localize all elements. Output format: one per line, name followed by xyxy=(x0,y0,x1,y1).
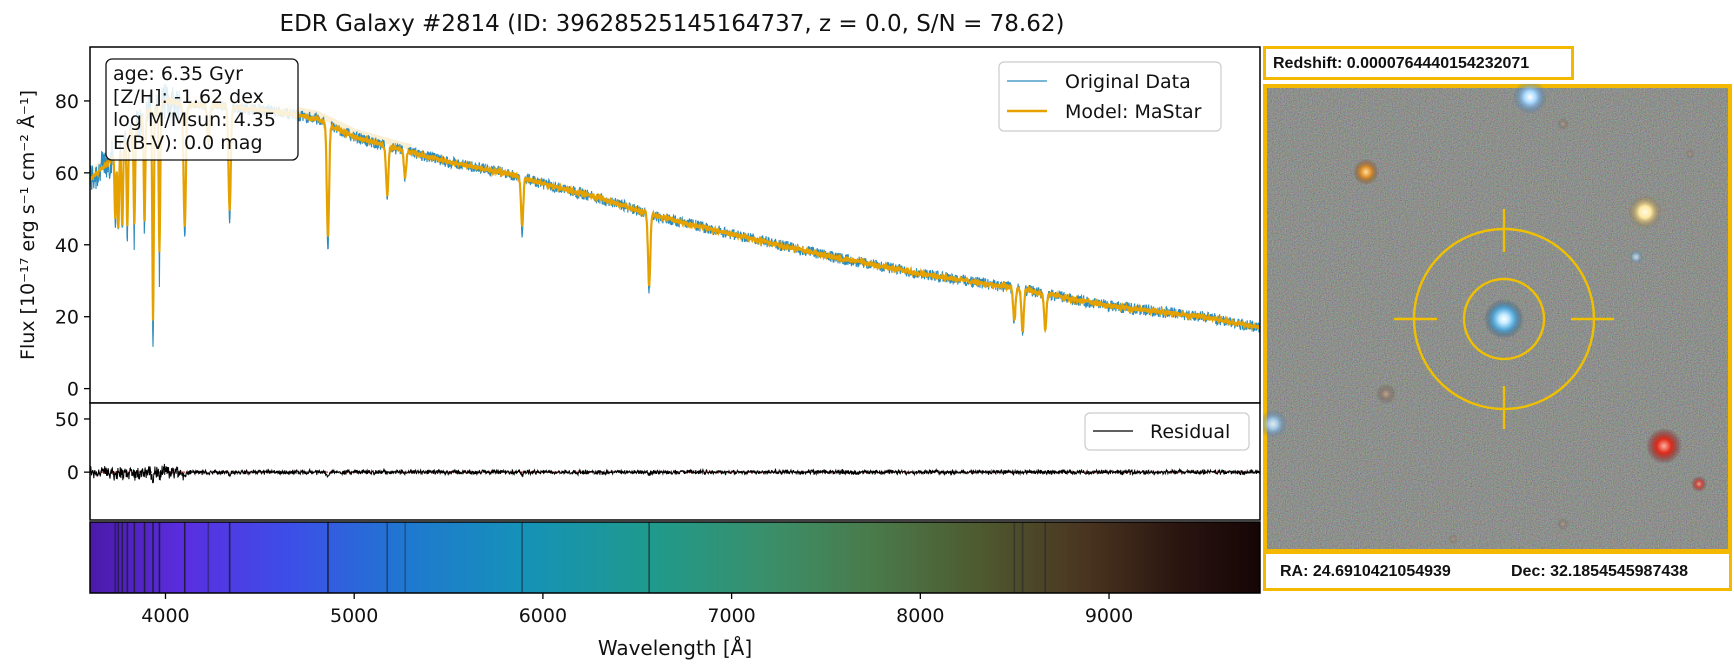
faint-source xyxy=(1629,250,1643,264)
residual-legend: Residual xyxy=(1084,412,1250,451)
target-galaxy xyxy=(1484,299,1524,339)
faint-source xyxy=(1263,410,1287,438)
y-tick-label: 60 xyxy=(55,163,79,185)
faint-source xyxy=(1685,149,1695,159)
residual-y-tick-label: 0 xyxy=(67,462,79,484)
bright-blue-star xyxy=(1513,84,1547,114)
y-tick-label: 20 xyxy=(55,307,79,329)
x-tick-label: 7000 xyxy=(707,605,755,627)
x-tick-label: 9000 xyxy=(1085,605,1133,627)
annotation-metallicity: [Z/H]: -1.62 dex xyxy=(113,86,264,108)
residual-panel: 0 50 Residual xyxy=(55,402,1261,521)
x-tick-label: 5000 xyxy=(330,605,378,627)
parameter-annotation: age: 6.35 Gyr [Z/H]: -1.62 dex log M/Msu… xyxy=(105,58,299,161)
chart-title: EDR Galaxy #2814 (ID: 39628525145164737,… xyxy=(280,11,1065,37)
faint-source xyxy=(1691,476,1707,492)
y-tick-label: 80 xyxy=(55,91,79,113)
legend-label-model: Model: MaStar xyxy=(1065,101,1202,123)
faint-source xyxy=(1376,384,1396,404)
absorption-line-markers xyxy=(114,522,1047,593)
red-star xyxy=(1646,428,1682,464)
spectrum-figure: EDR Galaxy #2814 (ID: 39628525145164737,… xyxy=(16,11,1261,660)
wavelength-x-ticks: 4000 5000 6000 7000 8000 9000 xyxy=(141,593,1133,627)
annotation-extinction: E(B-V): 0.0 mag xyxy=(113,132,263,154)
ra-label: RA: 24.6910421054939 xyxy=(1280,563,1451,580)
legend-label-residual: Residual xyxy=(1150,421,1230,443)
galaxy-cutout-panel xyxy=(1263,84,1732,672)
faint-source xyxy=(1448,534,1458,544)
dec-label: Dec: 32.1854545987438 xyxy=(1511,563,1689,580)
x-axis-label: Wavelength [Å] xyxy=(598,636,752,660)
galaxy-cutout-image xyxy=(1263,84,1732,672)
x-tick-label: 8000 xyxy=(896,605,944,627)
y-axis-label: Flux [10⁻¹⁷ erg s⁻¹ cm⁻² Å⁻¹] xyxy=(16,90,39,360)
coordinates-box: RA: 24.6910421054939 Dec: 32.18545459874… xyxy=(1263,551,1732,591)
y-tick-label: 0 xyxy=(67,379,79,401)
legend-label-data: Original Data xyxy=(1065,71,1191,93)
residual-y-tick-label: 50 xyxy=(55,409,79,431)
residual-series xyxy=(89,463,1261,484)
redshift-label: Redshift: 0.0000764440154232071 xyxy=(1273,55,1530,72)
yellow-star xyxy=(1628,195,1662,229)
redshift-label-box: Redshift: 0.0000764440154232071 xyxy=(1263,46,1574,80)
x-tick-label: 6000 xyxy=(519,605,567,627)
orange-star xyxy=(1353,159,1379,185)
annotation-age: age: 6.35 Gyr xyxy=(113,63,243,85)
flux-y-ticks: 0 20 40 60 80 xyxy=(55,91,90,401)
spectrum-color-bar: 4000 5000 6000 7000 8000 9000 Wavelength [Å] xyxy=(89,521,1261,660)
faint-source xyxy=(1557,118,1569,130)
annotation-mass: log M/Msun: 4.35 xyxy=(113,109,276,131)
residual-y-ticks: 0 50 xyxy=(55,409,90,484)
y-tick-label: 40 xyxy=(55,235,79,257)
x-tick-label: 4000 xyxy=(141,605,189,627)
faint-source xyxy=(1557,518,1569,530)
target-reticle xyxy=(1394,209,1614,429)
flux-legend: Original Data Model: MaStar xyxy=(998,61,1222,132)
